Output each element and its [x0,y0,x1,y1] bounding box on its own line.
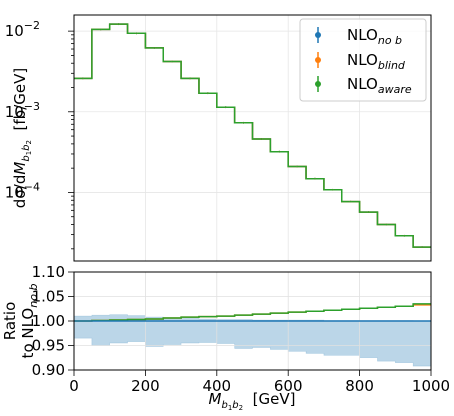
main-data-point [349,200,352,203]
main-data-point [99,28,102,31]
legend-marker-blind [315,57,321,63]
x-tick-label: 800 [345,377,374,395]
legend-box [299,18,427,102]
ratio-y-ticks: 0.90 0.95 1.00 1.05 1.10 [32,263,74,379]
legend-label-blind: NLOblind [347,51,406,72]
ylabel-M: M [11,162,29,175]
main-data-point [403,234,406,237]
ratio-ylabel-sub: no b [27,284,40,308]
ratio-ylabel-main: to NLO [19,308,37,359]
legend-label-aware-main: NLO [347,75,378,93]
ratio-series [74,303,431,322]
legend-marker-no-b [315,32,321,38]
y-tick-base: 10 [5,22,24,40]
legend-label-aware: NLOaware [347,75,412,96]
ylabel-sub-b1: b [21,155,32,161]
y-tick-exponent: −4 [24,180,40,193]
xlabel-sub-2: 2 [239,404,243,412]
legend-label-no-b: NLOno b [347,26,402,47]
main-panel: 10−210−310−4 dσ/dMb1b2 [fb/GeV] NLOno b … [5,14,432,262]
ylabel-prefix: dσ/d [11,175,29,209]
main-data-point [117,23,120,26]
main-data-point [82,77,84,80]
main-data-point [385,223,388,226]
ratio-y-axis-label-line2: to NLOno b [19,284,40,359]
main-data-point [153,46,156,49]
main-data-point [242,121,245,124]
main-error-points [82,23,423,249]
legend-label-blind-main: NLO [347,51,378,69]
ratio-y-tick-label: 1.00 [32,312,65,330]
x-tick-label: 600 [274,377,303,395]
main-data-point [189,77,191,80]
y-tick-base: 10 [5,103,24,121]
y-tick-exponent: −2 [24,19,40,32]
xlabel-sub-b1: b [221,400,227,411]
ratio-y-axis-label-line1: Ratio [1,302,19,341]
main-data-point [278,150,281,153]
main-data-point [135,32,138,35]
x-tick-label: 1000 [412,377,450,395]
main-y-tick-label: 10−3 [5,100,40,121]
legend-entry-no-b: NLOno b [315,26,402,47]
x-axis-label: Mb1b2 [GeV] [209,390,296,412]
main-data-point [421,246,423,249]
ratio-y-tick-label: 1.10 [32,263,65,281]
legend: NLOno b NLOblind NLOaware [299,18,427,102]
main-data-point [331,188,334,191]
legend-label-blind-sub: blind [378,59,406,72]
ratio-y-tick-label: 1.05 [32,288,65,306]
main-plot-frame [73,14,432,262]
main-y-tick-label: 10−4 [5,180,40,201]
main-y-tick-label: 10−2 [5,19,40,40]
main-data-point [260,138,263,140]
ratio-y-tick-label: 0.95 [32,337,65,355]
xlabel-unit: [GeV] [243,390,295,408]
ratio-y-tick-label: 0.90 [32,361,65,379]
xlabel-sub-1: 1 [228,404,232,412]
legend-label-aware-sub: aware [378,83,412,96]
ylabel-sub-1: 1 [25,151,33,155]
legend-entry-aware: NLOaware [315,75,412,96]
ylabel-sub-b2: b [21,144,32,150]
x-tick-label: 0 [69,377,79,395]
x-tick-label: 200 [131,377,160,395]
y-tick-base: 10 [5,183,24,201]
main-y-ticks: 10−210−310−4 [5,19,74,250]
legend-label-no-b-sub: no b [378,34,402,47]
ylabel-sub-2: 2 [25,140,33,144]
legend-entry-blind: NLOblind [315,51,406,72]
main-data-point [171,60,174,63]
xlabel-M: M [209,390,222,408]
y-tick-exponent: −3 [24,100,40,113]
ylabel-unit: [fb/GeV] [11,68,29,140]
main-data-point [367,211,370,214]
ratio-step-line-2 [74,303,431,322]
main-data-point [206,92,209,95]
xlabel-sub-b2: b [232,400,238,411]
main-data-point [314,177,316,180]
legend-marker-aware [315,81,321,87]
ratio-x-ticks: 0 200 400 600 800 1000 [69,370,450,395]
x-tick-label: 400 [202,377,231,395]
legend-label-no-b-main: NLO [347,26,378,44]
main-y-axis-label: dσ/dMb1b2 [fb/GeV] [11,68,33,208]
main-data-point [296,165,299,168]
ratio-panel: 0.90 0.95 1.00 1.05 1.10 0 200 400 600 800 1000 R… [1,263,450,412]
main-data-point [224,106,227,109]
